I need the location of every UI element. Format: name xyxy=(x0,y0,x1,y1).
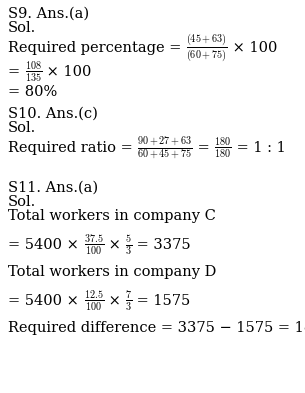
Text: $\frac{5}{3}$: $\frac{5}{3}$ xyxy=(125,233,132,257)
Text: Sol.: Sol. xyxy=(8,21,36,35)
Text: Total workers in company C: Total workers in company C xyxy=(8,209,216,223)
Text: Sol.: Sol. xyxy=(8,195,36,209)
Text: = 5400 ×: = 5400 × xyxy=(8,294,84,308)
Text: $\frac{(45+63)}{(60+75)}$: $\frac{(45+63)}{(60+75)}$ xyxy=(186,32,228,64)
Text: = 1 : 1: = 1 : 1 xyxy=(232,141,285,155)
Text: $\frac{108}{135}$: $\frac{108}{135}$ xyxy=(25,60,42,84)
Text: × 100: × 100 xyxy=(42,65,92,79)
Text: ×: × xyxy=(104,294,125,308)
Text: = 3375: = 3375 xyxy=(132,238,191,252)
Text: ×: × xyxy=(104,238,125,252)
Text: = 80%: = 80% xyxy=(8,85,57,99)
Text: S11. Ans.(a): S11. Ans.(a) xyxy=(8,181,98,195)
Text: = 5400 ×: = 5400 × xyxy=(8,238,84,252)
Text: × 100: × 100 xyxy=(228,41,277,55)
Text: Required percentage =: Required percentage = xyxy=(8,41,186,55)
Text: S9. Ans.(a): S9. Ans.(a) xyxy=(8,7,89,21)
Text: $\frac{37.5}{100}$: $\frac{37.5}{100}$ xyxy=(84,233,104,257)
Text: Total workers in company D: Total workers in company D xyxy=(8,265,216,279)
Text: =: = xyxy=(193,141,214,155)
Text: Sol.: Sol. xyxy=(8,121,36,135)
Text: =: = xyxy=(8,65,25,79)
Text: = 1575: = 1575 xyxy=(132,294,191,308)
Text: $\frac{12.5}{100}$: $\frac{12.5}{100}$ xyxy=(84,289,104,313)
Text: Required ratio =: Required ratio = xyxy=(8,141,137,155)
Text: $\frac{7}{3}$: $\frac{7}{3}$ xyxy=(125,289,132,313)
Text: Required difference = 3375 − 1575 = 1800: Required difference = 3375 − 1575 = 1800 xyxy=(8,321,305,335)
Text: $\frac{180}{180}$: $\frac{180}{180}$ xyxy=(214,136,232,160)
Text: $\frac{90+27+63}{60+45+75}$: $\frac{90+27+63}{60+45+75}$ xyxy=(137,134,193,162)
Text: S10. Ans.(c): S10. Ans.(c) xyxy=(8,107,98,121)
